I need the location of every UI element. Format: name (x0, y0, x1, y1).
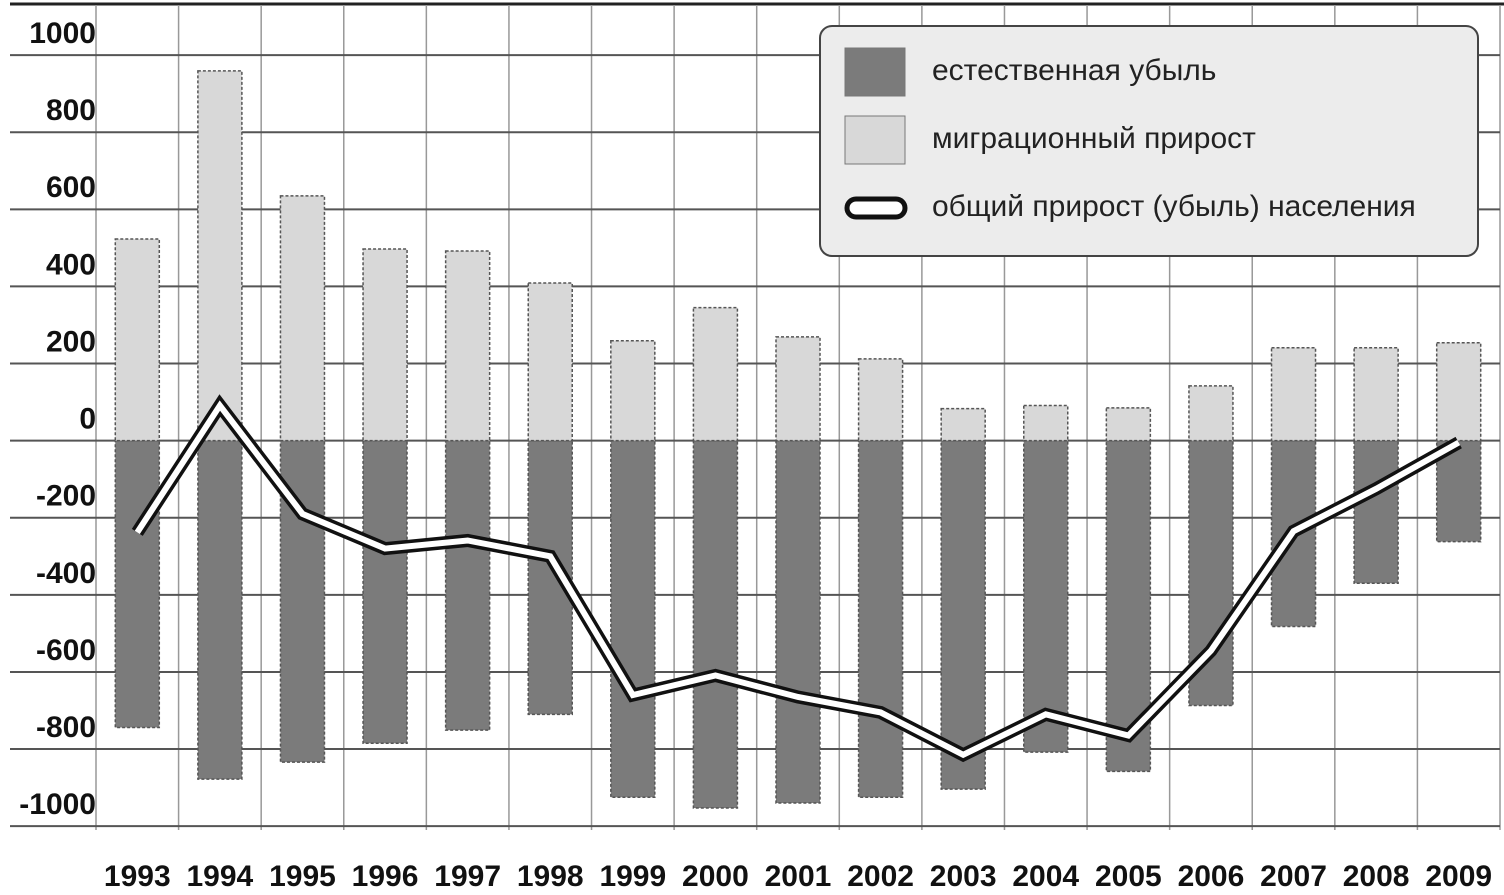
x-tick-label: 1997 (434, 860, 501, 893)
bar (692, 306, 739, 442)
bar (940, 407, 986, 442)
x-tick-label: 2000 (682, 860, 749, 893)
legend-swatch (844, 196, 908, 220)
y-tick-label: 400 (46, 248, 96, 281)
x-tick-label: 2003 (930, 860, 997, 893)
x-tick-label: 2002 (847, 860, 914, 893)
legend: естественная убыль миграционный прирост об… (819, 25, 1479, 257)
x-tick-label: 2008 (1343, 860, 1410, 893)
bar (1270, 346, 1317, 442)
bar (114, 439, 161, 729)
bar (1023, 404, 1069, 442)
bar (857, 439, 904, 798)
bar (857, 358, 904, 442)
legend-swatch (844, 115, 906, 165)
x-tick-label: 2004 (1012, 860, 1079, 893)
y-tick-label: 600 (46, 171, 96, 204)
y-tick-label: 1000 (29, 17, 96, 50)
bar (197, 70, 243, 442)
y-tick-label: -200 (36, 480, 96, 513)
x-tick-label: 2006 (1178, 860, 1245, 893)
x-tick-label: 2007 (1260, 860, 1327, 893)
bar (1188, 385, 1234, 442)
x-tick-label: 2001 (765, 860, 832, 893)
legend-label: естественная убыль (932, 54, 1216, 87)
bar (610, 439, 656, 798)
y-tick-label: -600 (36, 634, 96, 667)
marks: 1993 1994 1995 1996 1997 1998 1999 2000 2001 2002… (104, 70, 1492, 893)
bar (775, 336, 821, 442)
bar (692, 439, 739, 809)
x-tick-label: 1999 (599, 860, 666, 893)
x-tick-label: 1994 (187, 860, 254, 893)
bar (444, 439, 491, 731)
x-tick-label: 1993 (104, 860, 171, 893)
bar (1353, 346, 1399, 442)
bar (775, 439, 821, 804)
bar (1353, 439, 1399, 585)
y-tick-label: 800 (46, 94, 96, 127)
bar (279, 195, 326, 442)
legend-label: миграционный прирост (932, 122, 1256, 155)
y-tick-label: 0 (79, 403, 96, 436)
legend-box (819, 25, 1479, 257)
bar (940, 439, 986, 790)
y-tick-label: 200 (46, 325, 96, 358)
x-tick-label: 2009 (1425, 860, 1492, 893)
bar (1435, 341, 1482, 442)
y-tick-label: -1000 (19, 788, 96, 821)
bar (362, 248, 408, 442)
bar (1023, 439, 1069, 753)
bar (527, 282, 573, 442)
bar (610, 340, 656, 442)
line (134, 400, 1461, 759)
y-tick-label: -800 (36, 711, 96, 744)
bar (362, 439, 408, 745)
legend-label: общий прирост (убыль) населения (932, 190, 1416, 223)
bar (197, 439, 243, 780)
y-tick-label: -400 (36, 557, 96, 590)
x-tick-label: 2005 (1095, 860, 1162, 893)
x-tick-label: 1996 (352, 860, 419, 893)
bar (444, 250, 491, 442)
bar (1105, 407, 1152, 442)
bar (1188, 439, 1234, 707)
x-tick-label: 1995 (269, 860, 336, 893)
bar (114, 238, 161, 442)
legend-swatch (844, 47, 906, 97)
x-tick-label: 1998 (517, 860, 584, 893)
